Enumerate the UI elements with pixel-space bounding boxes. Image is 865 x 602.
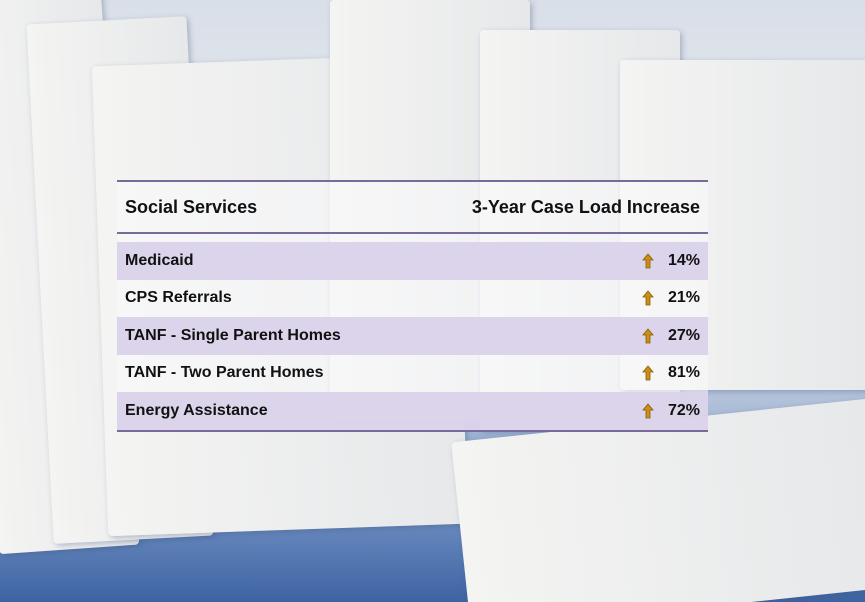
table-row: CPS Referrals 21% bbox=[117, 280, 708, 318]
header-cell: 3-Year Case Load Increase bbox=[471, 196, 700, 217]
row-label: TANF - Two Parent Homes bbox=[125, 364, 324, 382]
row-label: Medicaid bbox=[125, 251, 194, 269]
row-value: 81% bbox=[667, 364, 700, 382]
table-row: TANF - Single Parent Homes 27% bbox=[117, 317, 708, 355]
up-arrow bbox=[642, 290, 654, 306]
row-label: Energy Assistance bbox=[125, 401, 268, 419]
row-label: TANF - Single Parent Homes bbox=[125, 326, 341, 344]
table-body: Medicaid 14% CPS Referrals 21% TANF - Single… bbox=[117, 242, 708, 430]
header-cell: Social Services bbox=[125, 196, 258, 217]
up-arrow bbox=[642, 328, 654, 344]
row-value-group: 14% bbox=[642, 252, 700, 270]
table-header: Social Services 3-Year Case Load Increas… bbox=[117, 182, 708, 234]
table-row: Energy Assistance 72% bbox=[117, 392, 708, 430]
up-arrow bbox=[642, 403, 654, 419]
row-value: 72% bbox=[667, 401, 700, 419]
row-value: 27% bbox=[667, 326, 700, 344]
row-value-group: 27% bbox=[642, 327, 700, 345]
table: Social Services 3-Year Case Load Increas… bbox=[117, 180, 708, 432]
table-row: Medicaid 14% bbox=[117, 242, 708, 280]
up-arrow bbox=[642, 365, 654, 381]
row-label: CPS Referrals bbox=[125, 289, 232, 307]
row-value: 14% bbox=[667, 251, 700, 269]
row-value: 21% bbox=[667, 289, 700, 307]
up-arrow bbox=[642, 253, 654, 269]
row-value-group: 72% bbox=[642, 402, 700, 420]
table-row: TANF - Two Parent Homes 81% bbox=[117, 355, 708, 393]
row-value-group: 81% bbox=[642, 364, 700, 382]
row-value-group: 21% bbox=[642, 289, 700, 307]
